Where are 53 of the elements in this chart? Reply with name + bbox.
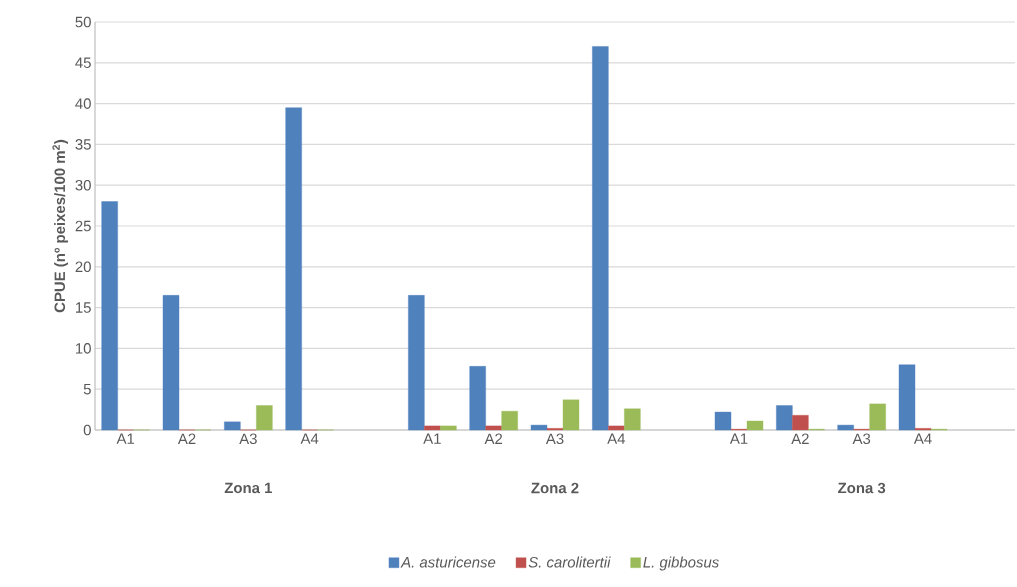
bar — [837, 424, 854, 431]
y-tick-label: 5 — [83, 383, 91, 395]
bar — [898, 364, 916, 431]
y-axis-title: CPUE (nº peixes/100 m$^{2}$) — [52, 139, 69, 313]
y-tick-label: 25 — [75, 220, 91, 232]
x-tick-label: A4 — [913, 433, 932, 444]
bar — [792, 415, 809, 431]
y-tick-label: 10 — [76, 343, 91, 354]
bar — [562, 399, 580, 431]
bar — [408, 295, 425, 431]
x-tick-label: A4 — [300, 433, 319, 444]
bar — [440, 425, 457, 431]
x-tick-label: A1 — [423, 433, 441, 444]
x-tick-label: A2 — [177, 433, 196, 444]
y-tick-label: 45 — [75, 57, 91, 68]
y-tick-label: 50 — [75, 16, 91, 28]
y-tick-label: 30 — [75, 179, 91, 191]
x-tick-label: A3 — [852, 433, 871, 445]
y-tick-label: 35 — [75, 139, 91, 150]
y-tick-label: 15 — [76, 302, 91, 313]
x-tick-label: A1 — [116, 433, 135, 444]
y-tick-label: 0 — [83, 424, 91, 436]
x-tick-label: A2 — [791, 433, 809, 444]
bar — [608, 425, 625, 431]
bar — [101, 201, 118, 431]
bar — [746, 420, 764, 431]
bar — [776, 405, 793, 431]
bar — [501, 411, 518, 431]
bar — [162, 295, 180, 431]
x-tick-label: A3 — [239, 433, 257, 445]
y-tick-label: 40 — [75, 98, 91, 109]
bar — [224, 421, 241, 431]
bar — [256, 405, 273, 431]
bar — [869, 403, 886, 431]
legend-label: L. gibbosus — [643, 556, 719, 571]
bar — [592, 46, 609, 431]
bar — [424, 425, 441, 431]
text: Zona 2 — [531, 482, 579, 494]
bar — [469, 366, 486, 431]
x-tick-label: A2 — [484, 433, 503, 444]
bar — [530, 424, 548, 431]
x-tick-label: A4 — [607, 433, 626, 444]
y-tick-label: 20 — [75, 261, 91, 273]
bar — [285, 107, 302, 431]
x-tick-label: A1 — [729, 433, 748, 444]
text: Zona 3 — [838, 482, 886, 494]
legend-label: S. carolitertii — [528, 556, 611, 568]
bar — [624, 408, 641, 431]
bar — [485, 425, 502, 431]
legend-label: A. asturicense — [400, 556, 496, 568]
bar — [714, 411, 732, 431]
x-tick-label: A3 — [545, 433, 564, 445]
text: Zona 1 — [224, 482, 272, 494]
